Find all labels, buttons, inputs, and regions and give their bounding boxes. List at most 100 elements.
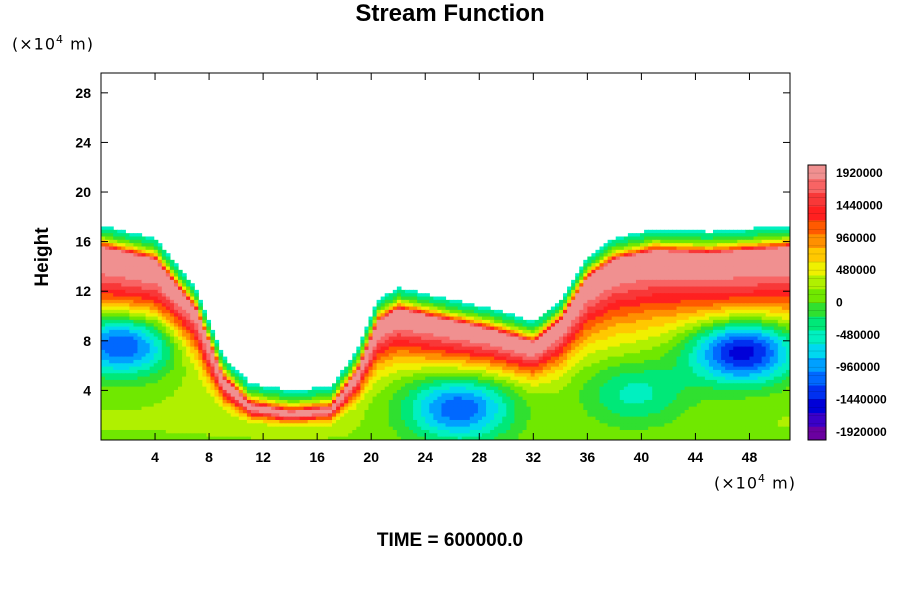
heatmap-cell [563,316,568,321]
heatmap-cell [757,236,763,241]
heatmap-cell [700,293,706,298]
heatmap-cell [481,326,487,331]
heatmap-cell [644,279,649,284]
heatmap-cell [477,336,483,341]
heatmap-cell [113,299,118,304]
heatmap-cell [627,249,633,254]
heatmap-cell [757,263,763,268]
heatmap-cell [526,373,532,378]
heatmap-cell [121,299,126,304]
heatmap-cell [579,299,584,304]
heatmap-cell [599,373,605,378]
heatmap-cell [635,259,641,264]
heatmap-cell [745,279,751,284]
heatmap-cell [153,306,159,311]
heatmap-cell [165,296,171,301]
heatmap-cell [660,349,665,354]
heatmap-cell [481,309,487,314]
heatmap-cell [753,266,759,271]
heatmap-cell [364,373,370,378]
heatmap-cell [473,316,479,321]
heatmap-cell [708,279,714,284]
heatmap-cell [688,326,694,331]
heatmap-cell [611,339,617,344]
heatmap-cell [680,273,686,278]
heatmap-cell [388,369,394,374]
heatmap-cell [688,296,694,301]
heatmap-cell [421,293,426,298]
heatmap-cell [733,359,738,364]
heatmap-cell [194,329,199,334]
heatmap-cell [392,326,398,331]
heatmap-cell [486,319,491,324]
heatmap-cell [149,299,155,304]
heatmap-cell [781,249,787,254]
heatmap-cell [437,339,443,344]
heatmap-cell [737,266,742,271]
heatmap-cell [737,383,742,388]
heatmap-cell [712,346,718,351]
heatmap-cell [741,233,747,238]
heatmap-cell [441,379,447,384]
heatmap-cell [481,343,487,348]
heatmap-cell [729,243,734,248]
heatmap-cell [599,276,605,281]
heatmap-cell [396,339,402,344]
heatmap-cell [591,326,597,331]
heatmap-cell [717,246,722,251]
heatmap-cell [773,383,779,388]
heatmap-cell [745,369,751,374]
heatmap-cell [113,356,118,361]
heatmap-cell [433,323,438,328]
heatmap-cell [583,279,588,284]
heatmap-cell [186,343,191,348]
heatmap-cell [708,343,714,348]
heatmap-cell [672,316,678,321]
heatmap-cell [599,249,605,254]
heatmap-cell [668,359,674,364]
heatmap-cell [741,283,747,288]
heatmap-cell [502,356,507,361]
heatmap-cell [672,309,678,314]
heatmap-cell [696,326,702,331]
heatmap-cell [672,249,678,254]
heatmap-cell [558,383,564,388]
heatmap-cell [449,306,455,311]
heatmap-cell [400,326,406,331]
heatmap-cell [376,363,382,368]
heatmap-cell [518,353,524,358]
heatmap-cell [721,253,726,258]
heatmap-cell [668,363,674,368]
heatmap-cell [141,236,147,241]
heatmap-cell [506,373,511,378]
heatmap-cell [704,286,710,291]
heatmap-cell [607,269,613,274]
heatmap-cell [591,349,597,354]
heatmap-cell [469,359,475,364]
heatmap-cell [526,359,532,364]
heatmap-cell [729,319,734,324]
heatmap-cell [198,369,203,374]
heatmap-cell [490,339,495,344]
heatmap-cell [380,303,386,308]
heatmap-cell [453,316,459,321]
heatmap-cell [437,359,443,364]
heatmap-cell [631,256,637,261]
heatmap-cell [165,359,171,364]
heatmap-cell [445,306,451,311]
heatmap-cell [141,313,147,318]
heatmap-cell [676,263,682,268]
heatmap-cell [173,333,179,338]
heatmap-cell [583,289,588,294]
heatmap-cell [717,273,722,278]
heatmap-cell [607,246,613,251]
heatmap-cell [712,236,718,241]
heatmap-cell [396,319,402,324]
heatmap-cell [725,296,730,301]
heatmap-cell [554,326,560,331]
heatmap-cell [388,299,394,304]
heatmap-cell [392,336,398,341]
heatmap-cell [105,303,110,308]
heatmap-cell [368,376,374,381]
heatmap-cell [149,346,155,351]
